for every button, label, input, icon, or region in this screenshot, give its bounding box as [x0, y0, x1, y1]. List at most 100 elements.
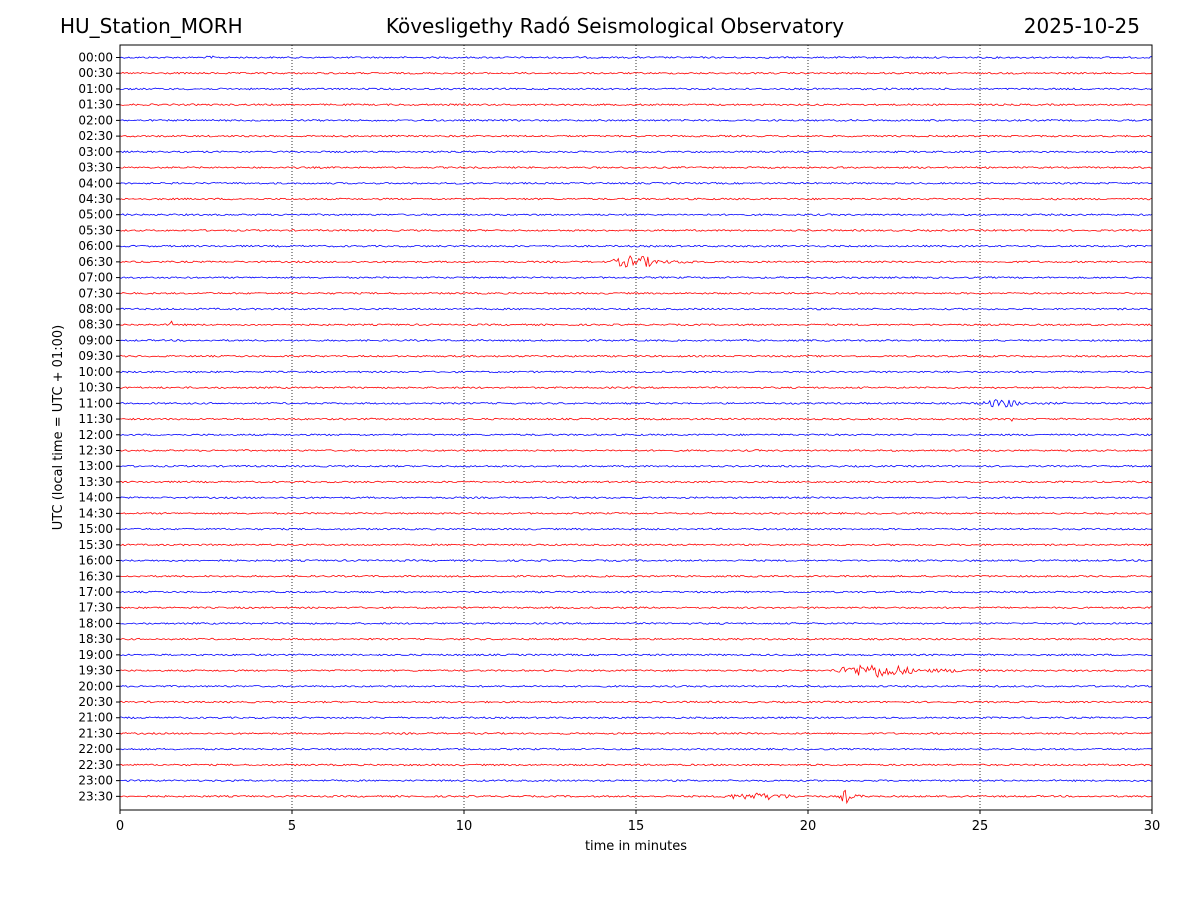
y-tick-label: 10:30	[78, 381, 113, 395]
trace-1300	[119, 464, 1153, 468]
trace-1030	[120, 386, 1153, 389]
y-tick-label: 06:30	[78, 255, 113, 269]
trace-0030	[120, 71, 1153, 75]
x-tick-label: 20	[800, 819, 817, 834]
trace-2100	[120, 716, 1152, 720]
y-tick-label: 18:30	[78, 632, 113, 646]
trace-1630	[119, 574, 1153, 578]
trace-0600	[119, 244, 1153, 248]
trace-1230	[119, 449, 1153, 452]
y-tick-label: 22:00	[78, 742, 113, 756]
trace-0230	[119, 134, 1153, 138]
x-tick-label: 30	[1144, 819, 1161, 834]
trace-2200	[119, 747, 1152, 751]
trace-0130	[119, 103, 1153, 107]
x-tick-label: 10	[456, 819, 473, 834]
y-tick-label: 15:30	[78, 538, 113, 552]
y-tick-label: 18:00	[78, 616, 113, 630]
y-tick-label: 20:00	[78, 679, 113, 693]
x-tick-label: 0	[116, 819, 124, 834]
trace-1400	[119, 496, 1153, 500]
y-tick-label: 16:00	[78, 554, 113, 568]
trace-0330	[119, 166, 1152, 169]
y-tick-label: 02:00	[78, 113, 113, 127]
seismic-traces	[119, 55, 1153, 805]
trace-0700	[119, 276, 1153, 280]
x-axis-label: time in minutes	[585, 839, 687, 854]
trace-0500	[119, 213, 1153, 217]
x-grid	[291, 45, 981, 810]
y-tick-label: 20:30	[78, 695, 113, 709]
y-tick-label: 05:00	[78, 208, 113, 222]
y-tick-label: 09:00	[78, 333, 113, 347]
y-tick-label: 22:30	[78, 758, 113, 772]
trace-2030	[119, 700, 1153, 704]
x-axis-ticks: 0 5 10 15 20 25 30	[116, 810, 1160, 834]
y-tick-label: 04:00	[78, 176, 113, 190]
x-tick-label: 25	[972, 819, 989, 834]
trace-0200	[119, 118, 1153, 122]
trace-0800	[119, 307, 1153, 311]
y-tick-label: 00:00	[78, 51, 113, 65]
station-name: HU_Station_MORH	[60, 14, 243, 38]
y-tick-label: 12:00	[78, 428, 113, 442]
y-tick-label: 14:30	[78, 506, 113, 520]
trace-1330	[119, 480, 1153, 484]
y-tick-label: 12:30	[78, 444, 113, 458]
y-tick-label: 03:00	[78, 145, 113, 159]
y-tick-label: 07:30	[78, 286, 113, 300]
trace-0300	[119, 150, 1153, 154]
y-tick-label: 16:30	[78, 569, 113, 583]
plot-date: 2025-10-25	[1023, 14, 1140, 38]
y-tick-label: 01:30	[78, 98, 113, 112]
y-tick-label: 11:30	[78, 412, 113, 426]
y-tick-label: 06:00	[78, 239, 113, 253]
trace-0830	[119, 320, 1153, 327]
trace-1600	[119, 559, 1153, 562]
y-tick-label: 00:30	[78, 66, 113, 80]
y-tick-label: 03:30	[78, 161, 113, 175]
trace-1930	[119, 664, 1153, 679]
y-tick-label: 09:30	[78, 349, 113, 363]
trace-2330	[119, 789, 1153, 805]
y-tick-label: 21:30	[78, 726, 113, 740]
trace-1130	[119, 417, 1153, 422]
y-tick-label: 11:00	[78, 396, 113, 410]
y-tick-label: 08:30	[78, 318, 113, 332]
y-tick-label: 19:30	[78, 664, 113, 678]
y-tick-label: 07:00	[78, 271, 113, 285]
trace-1900	[119, 653, 1152, 657]
y-tick-label: 17:00	[78, 585, 113, 599]
y-tick-label: 04:30	[78, 192, 113, 206]
trace-0530	[119, 229, 1153, 232]
y-tick-label: 14:00	[78, 491, 113, 505]
trace-1200	[120, 433, 1153, 437]
y-axis-label: UTC (local time = UTC + 01:00)	[51, 325, 66, 530]
trace-1700	[119, 590, 1153, 594]
y-tick-label: 08:00	[78, 302, 113, 316]
trace-0100	[120, 87, 1153, 91]
y-tick-label: 21:00	[78, 711, 113, 725]
y-tick-label: 15:00	[78, 522, 113, 536]
trace-0000	[119, 55, 1152, 59]
y-tick-label: 13:00	[78, 459, 113, 473]
trace-0400	[119, 181, 1153, 185]
y-tick-label: 13:30	[78, 475, 113, 489]
trace-0630	[119, 255, 1153, 268]
observatory-title: Kövesligethy Radó Seismological Observat…	[385, 14, 845, 38]
y-tick-label: 17:30	[78, 601, 113, 615]
trace-2230	[119, 763, 1153, 767]
y-tick-label: 02:30	[78, 129, 113, 143]
trace-1430	[119, 511, 1153, 515]
x-tick-label: 15	[628, 819, 645, 834]
trace-2130	[119, 732, 1153, 735]
trace-1000	[119, 370, 1153, 374]
y-tick-label: 19:00	[78, 648, 113, 662]
trace-0730	[120, 291, 1152, 295]
trace-1800	[119, 622, 1153, 625]
trace-1830	[119, 637, 1153, 641]
trace-0900	[119, 339, 1153, 342]
trace-1100	[119, 399, 1153, 408]
